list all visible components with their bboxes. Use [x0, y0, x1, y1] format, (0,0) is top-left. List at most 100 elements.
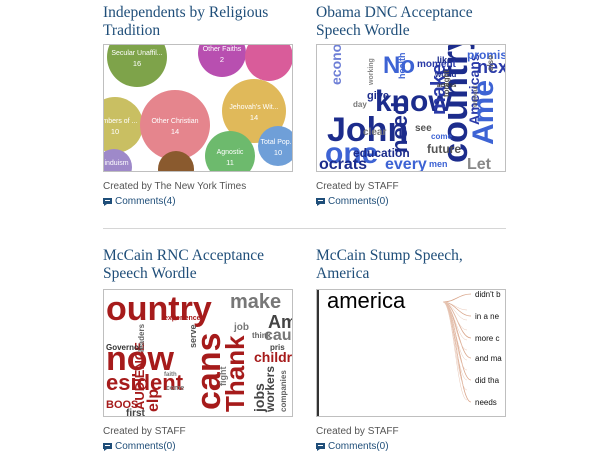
word-tree-thumbnail[interactable]: america didn't b in a ne more c and ma did th…	[316, 289, 506, 417]
wordle-word: job	[233, 322, 249, 333]
wordle-word: moment	[417, 59, 457, 70]
card-mccain-rnc: McCain RNC Acceptance Speech Wordle	[103, 247, 303, 283]
comments-label: Comments(4)	[115, 196, 176, 207]
wordle-word: faith	[164, 372, 177, 378]
svg-text:16: 16	[133, 59, 141, 68]
credit-text: Created by STAFF	[316, 426, 399, 437]
wordle-word: workers	[263, 366, 277, 413]
bubble-chart-thumbnail[interactable]: Secular Unaffil... 16 Other Faiths 2 Members…	[103, 44, 293, 172]
wordle-word: leaders	[137, 323, 146, 352]
card-title[interactable]: Independents by Religious Tradition	[103, 4, 269, 39]
wordle-word: see	[415, 123, 432, 134]
wordle-word: one	[325, 137, 378, 170]
word-tree-leaf: needs	[475, 398, 497, 407]
wordle-word: ocrats	[319, 156, 367, 171]
wordle-word: No	[383, 52, 415, 79]
wordle-word: elp	[145, 389, 162, 412]
credit-text: Created by STAFF	[103, 426, 186, 437]
word-tree-leaf: did tha	[475, 376, 500, 385]
word-tree-leaf: and ma	[475, 354, 502, 363]
word-tree-branch	[442, 293, 472, 303]
svg-text:Hinduism: Hinduism	[104, 160, 129, 167]
bubble	[158, 151, 194, 171]
bubble: Jehovah's Wit... 14	[222, 79, 286, 143]
wordle-word: AUDIENCE	[132, 342, 147, 410]
wordle-word: health	[397, 52, 407, 79]
svg-text:Total Pop...: Total Pop...	[260, 139, 292, 146]
wordle-word: world	[434, 70, 456, 79]
wordle-word: like	[437, 55, 452, 65]
comments-link[interactable]: Comments(0)	[316, 441, 389, 452]
bubble-chart: Secular Unaffil... 16 Other Faiths 2 Members…	[104, 45, 292, 171]
wordle-word: clear	[363, 127, 386, 138]
wordle-word: experience	[164, 315, 201, 322]
wordle-word: fight	[218, 367, 228, 387]
card-title[interactable]: Obama DNC Acceptance Speech Wordle	[316, 4, 473, 39]
svg-text:Secular Unaffil...: Secular Unaffil...	[111, 50, 162, 57]
wordle-word: Let	[467, 156, 492, 171]
wordle-word: across	[437, 83, 457, 89]
bubble: Members of ... 10	[104, 97, 143, 153]
wordle-word: working	[368, 58, 375, 86]
bubble: Agnostic 11	[205, 131, 255, 171]
card-obama-dnc: Obama DNC Acceptance Speech Wordle	[316, 4, 516, 40]
bubble: Secular Unaffil... 16	[107, 45, 167, 87]
card-title[interactable]: McCain Stump Speech, America	[316, 247, 463, 282]
comments-link[interactable]: Comments(0)	[103, 441, 176, 452]
word-tree-leaf: more c	[475, 334, 499, 343]
bubble: Total Pop... 10	[258, 126, 292, 166]
comments-link[interactable]: Comments(0)	[316, 196, 389, 207]
comments-label: Comments(0)	[328, 196, 389, 207]
wordle-word: jobs	[251, 383, 267, 413]
svg-text:14: 14	[171, 127, 179, 136]
svg-text:Other Faiths: Other Faiths	[203, 46, 242, 53]
row-divider	[103, 228, 506, 229]
comments-link[interactable]: Comments(4)	[103, 196, 176, 207]
wordle-word: every	[385, 156, 427, 171]
wordle-word: serve	[188, 324, 198, 348]
bubble: Other Christian 14	[140, 90, 210, 160]
wordle-word: country	[434, 45, 475, 163]
wordle-word: now	[106, 340, 175, 378]
card-independents: Independents by Religious Tradition	[103, 4, 303, 40]
wordle-word: give	[367, 90, 389, 102]
wordle-word: come	[166, 385, 184, 392]
credit-text: Created by The New York Times	[103, 181, 247, 192]
wordle-thumbnail-mccain[interactable]: ountry make now cans Thank esident AUDIENCE job…	[103, 289, 293, 417]
bubble	[245, 45, 292, 81]
wordle-word: Thank	[220, 335, 250, 412]
svg-text:10: 10	[111, 127, 119, 136]
svg-text:Members of ...: Members of ...	[104, 118, 137, 125]
credit-text: Created by STAFF	[316, 181, 399, 192]
wordle-word: John	[327, 111, 408, 149]
wordle-word: future	[427, 142, 461, 156]
svg-text:11: 11	[226, 158, 234, 167]
wordle-word: esident	[106, 370, 184, 395]
card-title[interactable]: McCain RNC Acceptance Speech Wordle	[103, 247, 264, 282]
wordle-word: also	[486, 55, 495, 71]
wordle-thumbnail-obama[interactable]: John one know econom make need No country Americ…	[316, 44, 506, 172]
wordle-word: ountry	[106, 290, 212, 328]
comment-icon	[316, 197, 325, 206]
wordle-word: tonight	[442, 70, 451, 97]
wordle-word: Americans	[466, 53, 482, 125]
wordle-word: men	[429, 159, 448, 169]
bubble: Other Faiths 2	[198, 45, 246, 77]
svg-text:Jehovah's Wit...: Jehovah's Wit...	[229, 104, 278, 111]
wordle-word: think	[252, 331, 272, 340]
svg-text:Other Christian: Other Christian	[151, 118, 198, 125]
wordle-word: cans	[190, 333, 228, 411]
comments-label: Comments(0)	[328, 441, 389, 452]
wordle-word: cause	[264, 327, 292, 344]
wordle-word: know	[375, 85, 452, 118]
bubble: Hinduism	[104, 149, 132, 171]
wordle-word: need	[387, 102, 412, 153]
comments-label: Comments(0)	[115, 441, 176, 452]
svg-text:10: 10	[274, 148, 282, 157]
wordle-word: BOOS	[106, 399, 138, 411]
wordle-word: promise	[467, 48, 505, 62]
wordle-word: Am	[268, 312, 292, 332]
wordle-word: Governor	[106, 343, 142, 352]
wordle-word: pris	[270, 343, 285, 352]
